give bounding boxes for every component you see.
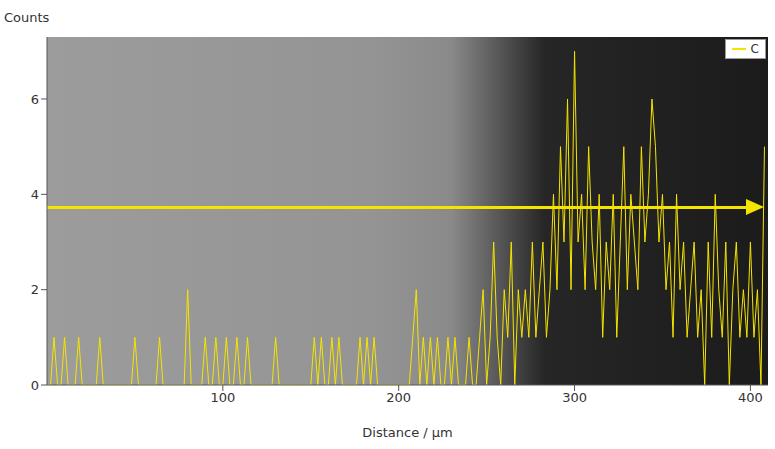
svg-text:100: 100 [210, 390, 235, 405]
svg-text:200: 200 [386, 390, 411, 405]
svg-text:400: 400 [738, 390, 763, 405]
svg-text:6: 6 [31, 92, 39, 107]
svg-text:300: 300 [562, 390, 587, 405]
svg-text:4: 4 [31, 187, 39, 202]
svg-text:2: 2 [31, 282, 39, 297]
svg-text:Distance / µm: Distance / µm [362, 425, 452, 440]
html-text:C: C [750, 42, 759, 56]
html-text:Counts: Counts [4, 10, 50, 25]
svg-text:0: 0 [31, 378, 39, 393]
